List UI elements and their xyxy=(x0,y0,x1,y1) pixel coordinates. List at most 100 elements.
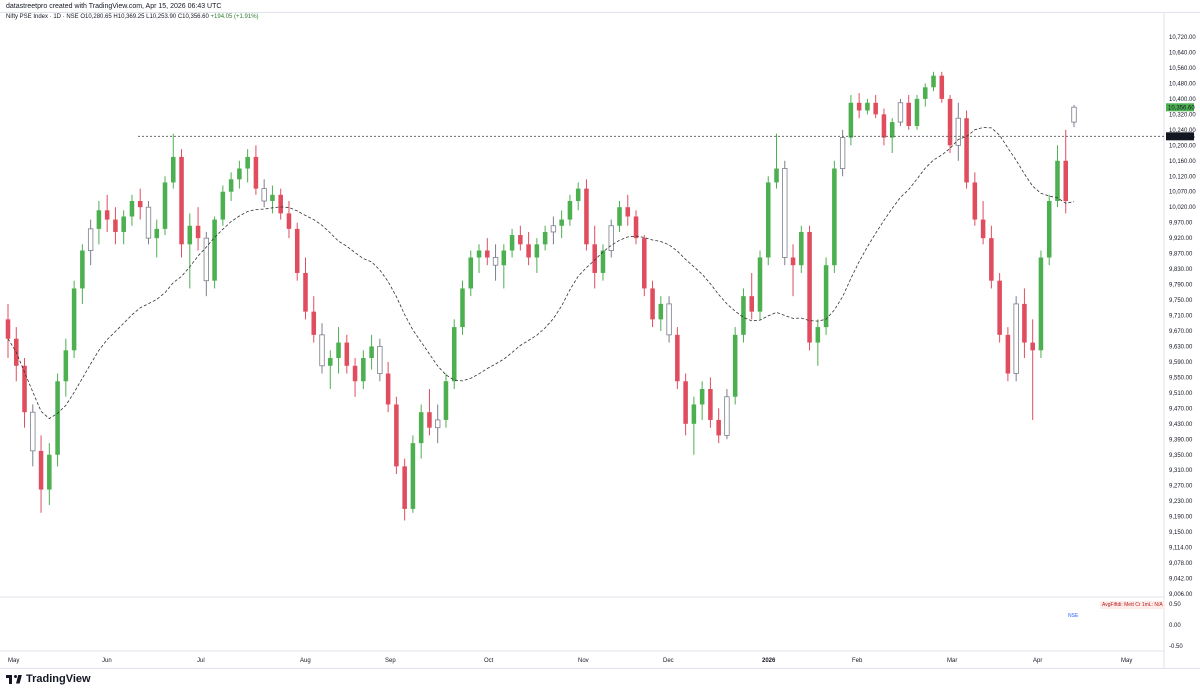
candle-body[interactable] xyxy=(848,102,854,138)
candle-body[interactable] xyxy=(1030,342,1035,351)
symbol-name[interactable]: Nifty PSE Index · 1D · NSE xyxy=(6,14,79,20)
candle-body[interactable] xyxy=(897,102,904,123)
candle-body[interactable] xyxy=(96,210,102,229)
candle-body[interactable] xyxy=(253,156,259,189)
candle-body[interactable] xyxy=(336,342,341,359)
candle-body[interactable] xyxy=(1038,257,1044,351)
candle-body[interactable] xyxy=(286,213,292,229)
candle-body[interactable] xyxy=(683,381,688,424)
candle-body[interactable] xyxy=(476,250,482,258)
candle-body[interactable] xyxy=(22,365,27,413)
candle-body[interactable] xyxy=(815,327,821,343)
candle-body[interactable] xyxy=(418,412,424,444)
candle-body[interactable] xyxy=(584,188,589,245)
candle-body[interactable] xyxy=(608,225,614,251)
candle-body[interactable] xyxy=(642,238,647,289)
candle-body[interactable] xyxy=(889,122,895,138)
candle-body[interactable] xyxy=(1055,160,1060,202)
candle-body[interactable] xyxy=(980,219,986,239)
candle-body[interactable] xyxy=(699,388,705,405)
candle-body[interactable] xyxy=(55,381,60,455)
candle-body[interactable] xyxy=(906,102,912,126)
candle-body[interactable] xyxy=(203,237,209,282)
candle-body[interactable] xyxy=(559,219,564,226)
candle-body[interactable] xyxy=(650,288,655,320)
candle-body[interactable] xyxy=(997,280,1002,335)
candle-body[interactable] xyxy=(154,228,160,239)
candle-body[interactable] xyxy=(303,272,308,312)
candle-body[interactable] xyxy=(832,168,837,266)
candle-body[interactable] xyxy=(427,412,432,428)
moving-average-line[interactable] xyxy=(7,127,1075,420)
tradingview-logo[interactable]: TradingView xyxy=(6,673,91,685)
candle-body[interactable] xyxy=(724,396,730,436)
candle-body[interactable] xyxy=(212,219,217,281)
candle-body[interactable] xyxy=(63,350,69,382)
candle-body[interactable] xyxy=(501,250,507,266)
candle-body[interactable] xyxy=(377,346,383,374)
candle-body[interactable] xyxy=(261,188,267,202)
candle-body[interactable] xyxy=(278,194,283,214)
candle-body[interactable] xyxy=(195,225,201,239)
candle-body[interactable] xyxy=(550,225,557,233)
candle-body[interactable] xyxy=(1071,106,1077,123)
indicator-label[interactable]: AvgFiftdi: Mett Cr 1mL: N/A xyxy=(1100,601,1165,609)
candle-body[interactable] xyxy=(113,219,118,232)
candle-body[interactable] xyxy=(5,319,11,339)
candle-body[interactable] xyxy=(972,182,978,220)
candle-body[interactable] xyxy=(567,201,573,220)
candle-body[interactable] xyxy=(1013,303,1019,374)
candle-body[interactable] xyxy=(47,454,52,490)
candle-body[interactable] xyxy=(658,303,664,320)
candle-body[interactable] xyxy=(1005,334,1011,374)
candle-body[interactable] xyxy=(435,419,441,429)
candle-body[interactable] xyxy=(145,206,152,239)
candle-body[interactable] xyxy=(30,411,36,452)
candle-body[interactable] xyxy=(575,188,581,202)
candle-body[interactable] xyxy=(137,201,143,208)
candle-body[interactable] xyxy=(807,231,812,343)
candle-body[interactable] xyxy=(518,235,523,245)
candle-body[interactable] xyxy=(385,373,391,405)
candle-body[interactable] xyxy=(87,228,94,251)
candle-body[interactable] xyxy=(104,210,110,220)
candle-body[interactable] xyxy=(352,365,358,382)
candle-body[interactable] xyxy=(509,235,515,251)
candle-body[interactable] xyxy=(666,303,672,336)
candle-body[interactable] xyxy=(80,250,85,289)
candle-body[interactable] xyxy=(964,118,969,183)
candle-body[interactable] xyxy=(922,87,928,99)
candle-body[interactable] xyxy=(162,182,168,229)
candle-body[interactable] xyxy=(955,117,961,146)
symbol-legend[interactable]: Nifty PSE Index · 1D · NSE O10,280.65 H1… xyxy=(6,14,259,20)
candle-body[interactable] xyxy=(451,327,457,382)
candle-body[interactable] xyxy=(328,358,333,366)
candle-body[interactable] xyxy=(237,168,242,180)
candle-body[interactable] xyxy=(179,156,184,245)
candle-body[interactable] xyxy=(121,216,126,232)
candle-body[interactable] xyxy=(542,231,548,245)
candle-body[interactable] xyxy=(1063,160,1069,202)
candle-body[interactable] xyxy=(947,98,953,146)
candle-body[interactable] xyxy=(319,334,325,367)
candle-body[interactable] xyxy=(344,342,350,366)
candle-body[interactable] xyxy=(790,257,796,266)
candle-body[interactable] xyxy=(361,358,366,382)
candle-body[interactable] xyxy=(757,257,763,312)
candle-body[interactable] xyxy=(823,265,829,328)
candle-body[interactable] xyxy=(492,257,499,266)
candle-body[interactable] xyxy=(1022,303,1027,343)
candle-body[interactable] xyxy=(71,288,77,351)
candle-body[interactable] xyxy=(839,137,846,169)
candle-body[interactable] xyxy=(856,102,862,111)
candle-body[interactable] xyxy=(873,102,878,115)
candle-body[interactable] xyxy=(220,191,226,220)
candle-body[interactable] xyxy=(270,194,275,202)
candle-body[interactable] xyxy=(749,296,754,312)
candle-body[interactable] xyxy=(675,334,680,382)
candle-body[interactable] xyxy=(914,98,920,126)
candle-body[interactable] xyxy=(228,179,234,192)
candle-body[interactable] xyxy=(732,334,738,397)
candle-body[interactable] xyxy=(526,244,531,258)
